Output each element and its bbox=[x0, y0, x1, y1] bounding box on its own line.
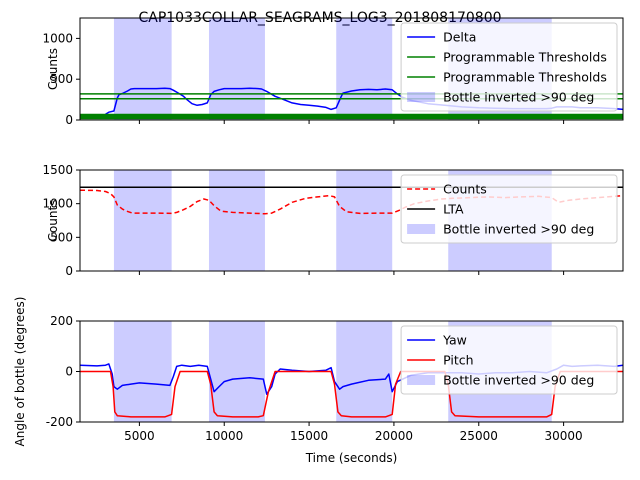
y-tick-label: 1000 bbox=[42, 197, 73, 211]
x-tick-label: 5000 bbox=[124, 429, 155, 443]
y-axis-label: Angle of bottle (degrees) bbox=[13, 297, 27, 447]
inverted-span-1 bbox=[208, 18, 265, 120]
pitch-line-1 bbox=[80, 370, 623, 418]
y-tick-label: 1500 bbox=[42, 163, 73, 177]
inverted-span-1 bbox=[208, 170, 265, 271]
inverted-span-0 bbox=[113, 321, 172, 422]
legend-label: Bottle inverted >90 deg bbox=[443, 373, 594, 388]
x-axis-label: Time (seconds) bbox=[305, 451, 398, 465]
axes-frame bbox=[79, 17, 624, 121]
legend-box bbox=[400, 22, 618, 112]
x-tick-label: 25000 bbox=[460, 429, 498, 443]
y-tick-label: 1000 bbox=[42, 31, 73, 45]
y-tick-label: 0 bbox=[65, 264, 73, 278]
legend-label: Bottle inverted >90 deg bbox=[443, 222, 594, 237]
delta-panel: 0 500 1000 Counts Delta Programmable Threshol… bbox=[42, 17, 624, 127]
legend-swatch-patch bbox=[407, 92, 436, 102]
legend-box bbox=[400, 325, 618, 395]
y-tick-label: 0 bbox=[65, 113, 73, 127]
legend-box bbox=[400, 174, 618, 244]
legend: Delta Programmable Thresholds Programmable… bbox=[400, 22, 618, 112]
x-tick-label: 30000 bbox=[545, 429, 583, 443]
y-tick-label: -200 bbox=[46, 415, 73, 429]
inverted-span-2 bbox=[336, 321, 393, 422]
legend-label: Delta bbox=[443, 30, 476, 45]
inverted-span-2 bbox=[336, 18, 393, 120]
legend-label: Bottle inverted >90 deg bbox=[443, 90, 594, 105]
y-tick-label: 500 bbox=[50, 230, 73, 244]
inverted-span-2 bbox=[336, 170, 393, 271]
y-tick-label: 0 bbox=[65, 365, 73, 379]
inverted-span-0 bbox=[113, 18, 172, 120]
legend-label: LTA bbox=[443, 202, 464, 217]
angle-panel: -200 0 200 5000 10000 15000 20000 25000 30000 Ang… bbox=[13, 297, 624, 465]
x-tick-label: 15000 bbox=[290, 429, 328, 443]
inverted-span-0 bbox=[113, 170, 172, 271]
legend-label: Programmable Thresholds bbox=[443, 70, 607, 85]
legend-label: Yaw bbox=[442, 333, 467, 348]
legend-label: Programmable Thresholds bbox=[443, 50, 607, 65]
counts-panel: 0 500 1000 1500 Counts Counts LTA Bottle invert… bbox=[42, 163, 624, 278]
y-tick-label: 500 bbox=[50, 72, 73, 86]
legend-swatch-patch bbox=[407, 375, 436, 385]
legend-swatch-patch bbox=[407, 224, 436, 234]
x-tick-label: 20000 bbox=[375, 429, 413, 443]
axes-frame bbox=[79, 169, 624, 272]
y-tick-label: 200 bbox=[50, 314, 73, 328]
legend-label: Pitch bbox=[443, 353, 473, 368]
y-axis-label: Counts bbox=[46, 200, 60, 242]
legend-label: Counts bbox=[443, 182, 487, 197]
x-tick-label: 10000 bbox=[205, 429, 243, 443]
legend: Yaw Pitch Bottle inverted >90 deg bbox=[400, 325, 618, 395]
legend: Counts LTA Bottle inverted >90 deg bbox=[400, 174, 618, 244]
y-axis-label: Counts bbox=[46, 48, 60, 90]
inverted-span-1 bbox=[208, 321, 265, 422]
plot-area bbox=[80, 321, 623, 422]
